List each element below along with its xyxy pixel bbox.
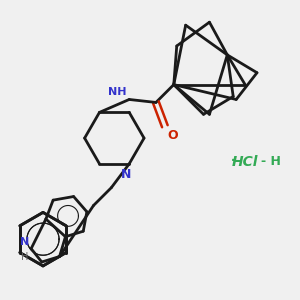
Text: ·: ·: [275, 152, 281, 171]
Text: H: H: [21, 252, 28, 262]
Text: ·: ·: [230, 152, 236, 171]
Text: NH: NH: [108, 86, 126, 97]
Text: HCl: HCl: [232, 155, 258, 169]
Text: - H: - H: [262, 155, 281, 168]
Text: O: O: [168, 129, 178, 142]
Text: N: N: [121, 168, 131, 181]
Text: N: N: [20, 237, 30, 247]
